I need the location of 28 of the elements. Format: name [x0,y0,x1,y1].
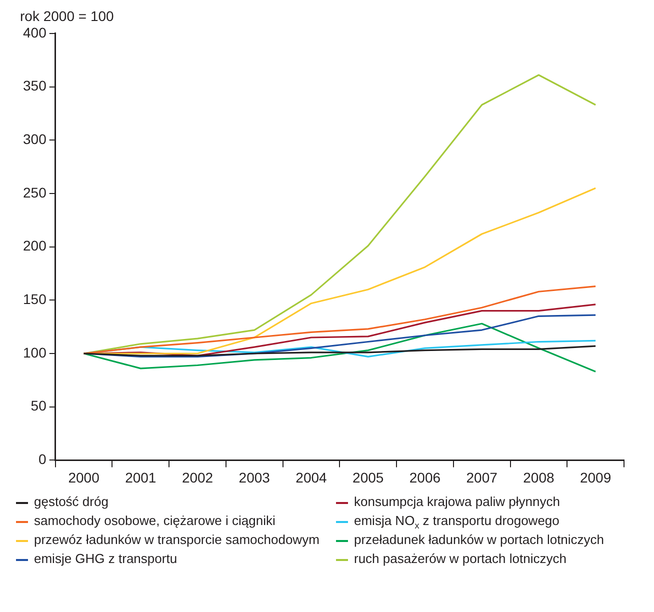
y-tick-label: 50 [30,398,47,414]
x-tick-label: 2004 [296,469,328,486]
legend-label: emisja NO$_{x}$ z transportu drogowego [354,513,560,531]
x-tick-label: 2000 [68,469,100,486]
x-tick-label: 2001 [125,469,156,486]
y-tick-label: 350 [23,78,47,94]
legend-label: konsumpcja krajowa paliw płynnych [354,494,560,510]
y-axis-title: rok 2000 = 100 [20,8,114,24]
legend-label: emisje GHG z transportu [34,551,178,567]
y-tick-label: 250 [23,184,47,200]
x-tick-label: 2003 [238,469,270,486]
legend-label: gęstość dróg [34,494,108,510]
legend-label: samochody osobowe, ciężarowe i ciągniki [34,513,276,529]
y-tick-label: 300 [23,130,47,147]
y-tick-label: 400 [23,24,47,40]
y-tick-label: 0 [38,451,47,468]
x-tick-label: 2007 [466,469,498,486]
legend-label: ruch pasażerów w portach lotniczych [354,551,566,567]
x-tick-label: 2006 [409,469,441,486]
y-tick-label: 200 [23,238,47,254]
legend-label: przeładunek ładunków w portach lotniczych [354,532,604,548]
x-tick-label: 2009 [580,469,612,486]
x-tick-label: 2002 [182,469,214,486]
x-tick-label: 2008 [523,469,554,486]
y-tick-label: 100 [23,344,47,360]
legend-label: przewóz ładunków w transporcie samochodowym [34,532,320,548]
y-tick-label: 150 [23,291,47,308]
x-tick-label: 2005 [352,469,384,486]
